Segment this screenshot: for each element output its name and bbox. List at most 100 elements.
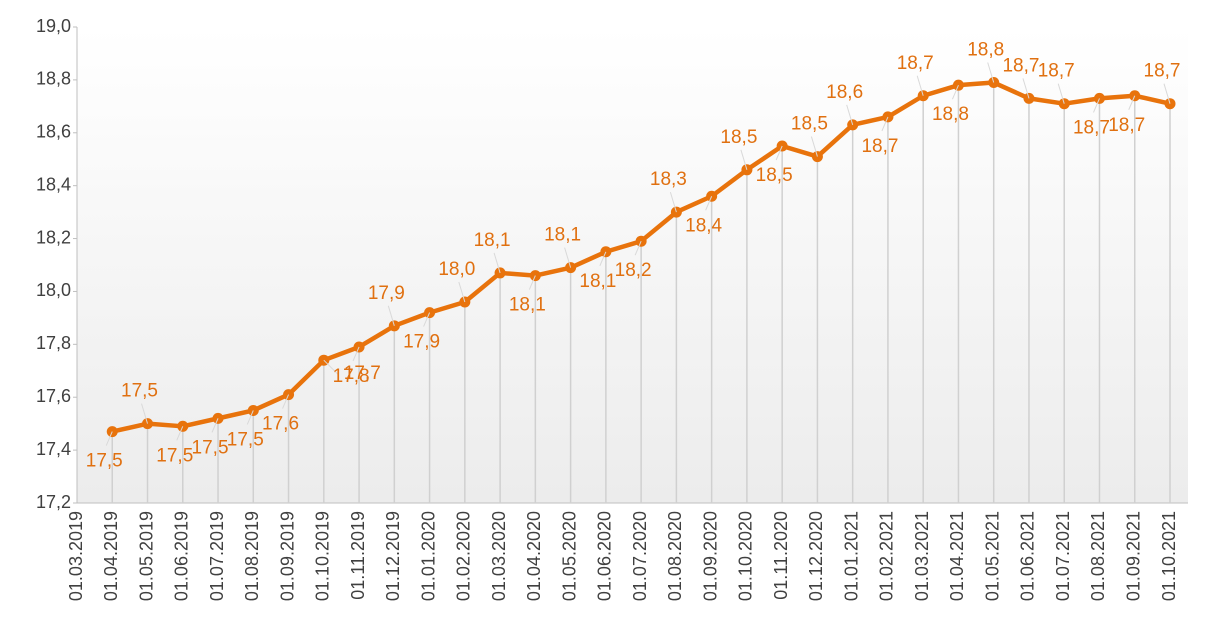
x-tick-label: 01.03.2021	[912, 511, 932, 601]
data-label: 17,5	[86, 451, 123, 472]
leader-line	[458, 281, 466, 303]
x-tick-label: 01.08.2020	[665, 511, 685, 601]
x-tick-label: 01.02.2021	[877, 511, 897, 601]
x-tick-label: 01.04.2019	[101, 511, 121, 601]
leader-line	[881, 116, 889, 132]
data-label: 18,8	[932, 104, 969, 125]
data-label: 17,9	[403, 332, 440, 353]
y-tick-label: 18,2	[36, 227, 71, 247]
leader-line	[916, 75, 924, 96]
data-label: 18,6	[826, 82, 863, 103]
x-tick-label: 01.05.2020	[559, 511, 579, 601]
x-tick-label: 01.12.2020	[806, 511, 826, 601]
x-tick-label: 01.09.2021	[1123, 511, 1143, 601]
x-tick-label: 01.10.2021	[1159, 511, 1179, 601]
x-tick-label: 01.07.2019	[207, 511, 227, 601]
x-tick-label: 01.03.2019	[66, 511, 86, 601]
data-label: 18,1	[579, 271, 616, 292]
x-tick-label: 01.12.2019	[383, 511, 403, 601]
x-tick-label: 01.07.2021	[1053, 511, 1073, 601]
data-label: 18,4	[685, 215, 722, 236]
data-label: 17,5	[156, 445, 193, 466]
leader-line	[246, 410, 254, 425]
marker	[847, 119, 859, 131]
data-label: 17,5	[192, 437, 229, 458]
data-label: 18,0	[438, 259, 475, 280]
y-tick-label: 18,8	[36, 69, 71, 89]
leader-line	[951, 84, 959, 100]
leader-line	[1163, 83, 1171, 104]
data-label: 18,7	[1002, 55, 1039, 76]
data-label: 18,1	[509, 295, 546, 316]
y-tick-label: 18,6	[36, 122, 71, 142]
data-label: 17,5	[121, 381, 158, 402]
data-label: 17,5	[227, 429, 264, 450]
data-label: 17,9	[368, 283, 405, 304]
leader-line	[141, 403, 148, 424]
leader-line	[705, 196, 713, 211]
x-tick-label: 01.02.2020	[454, 511, 474, 601]
leader-line	[1057, 83, 1065, 104]
data-label: 17,7	[344, 363, 381, 384]
leader-line	[634, 241, 642, 256]
leader-line	[352, 346, 360, 362]
leader-line	[528, 275, 536, 290]
y-tick-label: 17,4	[36, 439, 71, 459]
y-tick-label: 18,4	[36, 174, 71, 194]
leader-line	[323, 359, 339, 375]
data-label: 17,8	[333, 366, 370, 387]
x-tick-label: 01.03.2020	[489, 511, 509, 601]
plot-area	[77, 27, 1188, 503]
x-tick-label: 01.05.2019	[136, 511, 156, 601]
data-label: 18,2	[615, 260, 652, 281]
leader-line	[564, 247, 572, 268]
x-tick-label: 01.11.2019	[348, 511, 368, 600]
leader-line	[387, 305, 395, 326]
leader-line	[1022, 78, 1030, 99]
leader-line	[599, 251, 607, 266]
data-label: 17,6	[262, 414, 299, 435]
x-tick-label: 01.09.2019	[277, 511, 297, 601]
data-label: 18,8	[967, 40, 1004, 61]
x-tick-label: 01.10.2020	[736, 511, 756, 601]
leader-line	[1093, 98, 1100, 113]
data-label: 18,7	[861, 136, 898, 157]
x-tick-label: 01.09.2020	[700, 511, 720, 601]
leader-line	[282, 394, 290, 409]
leader-line	[493, 252, 501, 274]
y-tick-label: 17,6	[36, 386, 71, 406]
y-tick-label: 17,2	[36, 492, 71, 512]
x-tick-label: 01.01.2021	[841, 511, 861, 601]
leader-line	[740, 149, 748, 170]
x-tick-label: 01.11.2020	[771, 511, 791, 600]
data-label: 18,7	[897, 53, 934, 74]
leader-line	[423, 312, 431, 327]
data-label: 18,1	[474, 230, 511, 251]
leader-line	[211, 418, 219, 433]
x-tick-label: 01.07.2020	[630, 511, 650, 601]
x-tick-label: 01.06.2020	[595, 511, 615, 601]
data-label: 18,7	[1108, 115, 1145, 136]
data-label: 18,5	[720, 127, 757, 148]
x-tick-label: 01.06.2019	[172, 511, 192, 601]
x-tick-label: 01.06.2021	[1018, 511, 1038, 601]
data-label: 18,3	[650, 169, 687, 190]
y-tick-label: 19,0	[36, 16, 71, 36]
data-label: 18,7	[1038, 61, 1075, 82]
leader-line	[987, 62, 995, 83]
x-tick-label: 01.05.2021	[982, 511, 1002, 601]
data-label: 18,7	[1144, 61, 1181, 82]
leader-line	[1128, 95, 1136, 110]
y-tick-label: 18,0	[36, 280, 71, 300]
data-label: 18,7	[1073, 117, 1110, 138]
x-tick-label: 01.04.2021	[947, 511, 967, 601]
marker	[247, 404, 259, 416]
x-tick-label: 01.01.2020	[418, 511, 438, 601]
data-label: 18,5	[756, 165, 793, 186]
leader-line	[846, 104, 854, 125]
x-tick-label: 01.04.2020	[524, 511, 544, 601]
data-label: 18,5	[791, 114, 828, 135]
data-label: 18,1	[544, 225, 581, 246]
leader-line	[775, 145, 783, 161]
